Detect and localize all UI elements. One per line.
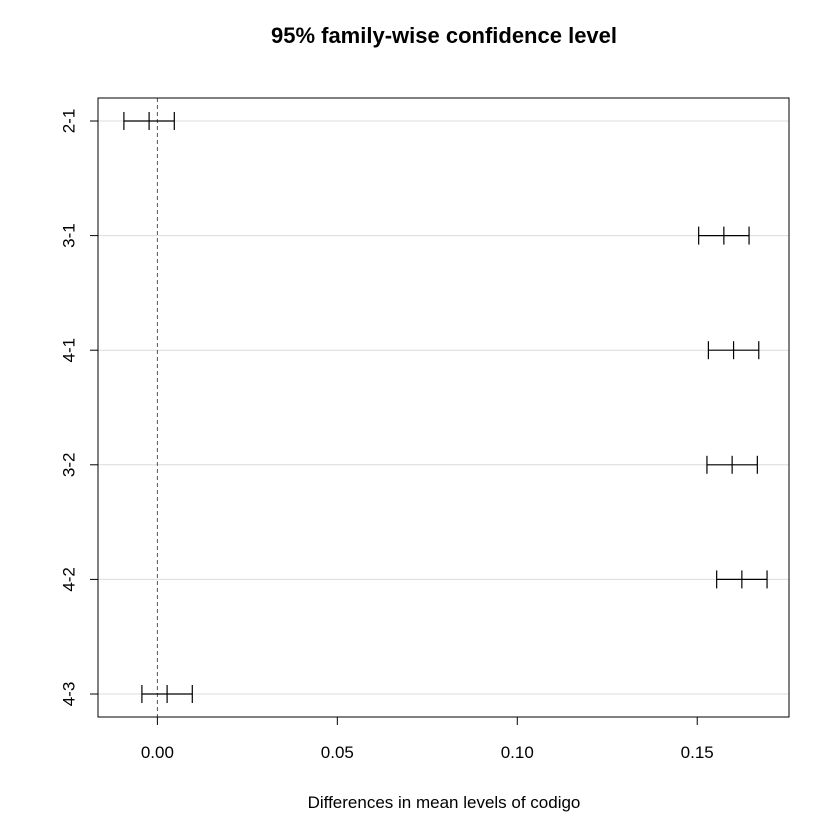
interval-3-1: [698, 226, 750, 245]
interval-marks: [123, 112, 768, 703]
chart-title: 95% family-wise confidence level: [271, 23, 617, 48]
interval-4-1: [707, 341, 760, 360]
x-tick-label: 0.15: [681, 743, 714, 762]
y-axis: 2-1 3-1 4-1 3-2 4-2 4-3: [59, 109, 98, 707]
interval-2-1: [123, 112, 175, 130]
interval-4-2: [716, 570, 768, 589]
y-tick-label: 4-3: [59, 682, 78, 707]
y-tick-label: 4-1: [59, 338, 78, 363]
x-axis: 0.00 0.05 0.10 0.15: [141, 716, 714, 762]
interval-3-2: [706, 455, 758, 474]
y-tick-label: 4-2: [59, 567, 78, 592]
x-tick-label: 0.10: [501, 743, 534, 762]
interval-4-3: [141, 685, 193, 703]
plot-frame: [97, 97, 790, 718]
grid-lines: [98, 120, 789, 695]
x-tick-label: 0.05: [321, 743, 354, 762]
y-tick-label: 2-1: [59, 109, 78, 134]
x-axis-label: Differences in mean levels of codigo: [308, 793, 581, 812]
x-tick-label: 0.00: [141, 743, 174, 762]
y-tick-label: 3-2: [59, 453, 78, 478]
y-tick-label: 3-1: [59, 223, 78, 248]
